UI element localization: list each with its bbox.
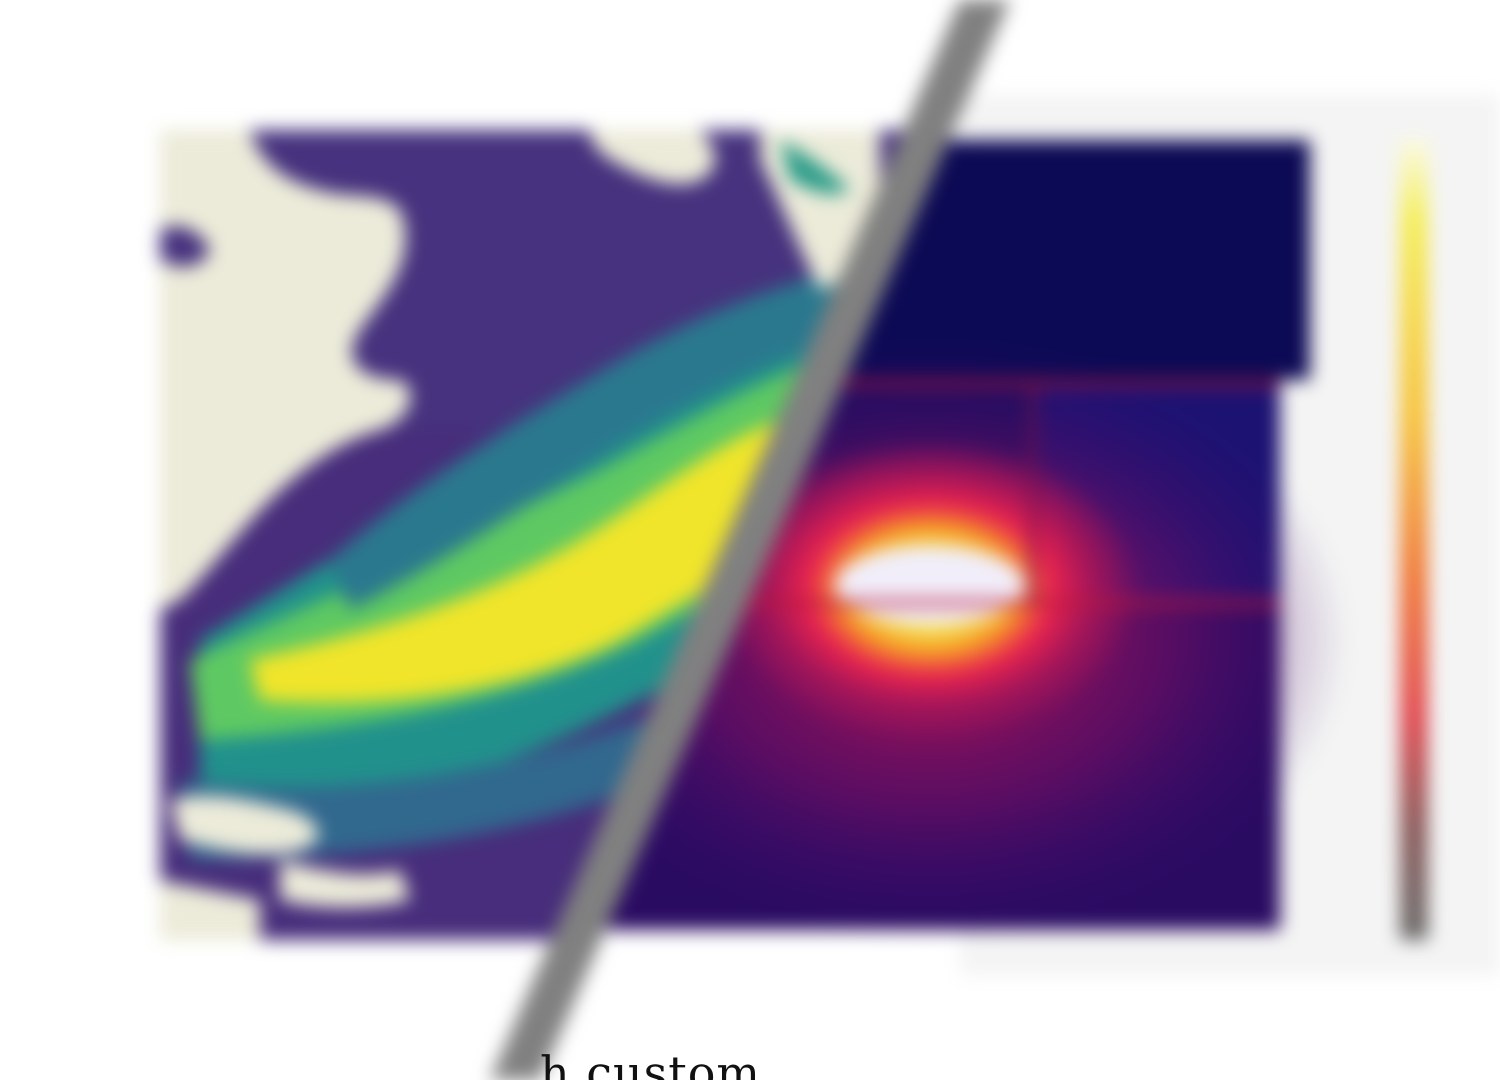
caption-visible-text: h custom xyxy=(540,1046,762,1080)
divider-stripe xyxy=(490,0,1010,1080)
colorbar xyxy=(1400,140,1428,940)
caption: h custom xyxy=(540,1046,761,1080)
